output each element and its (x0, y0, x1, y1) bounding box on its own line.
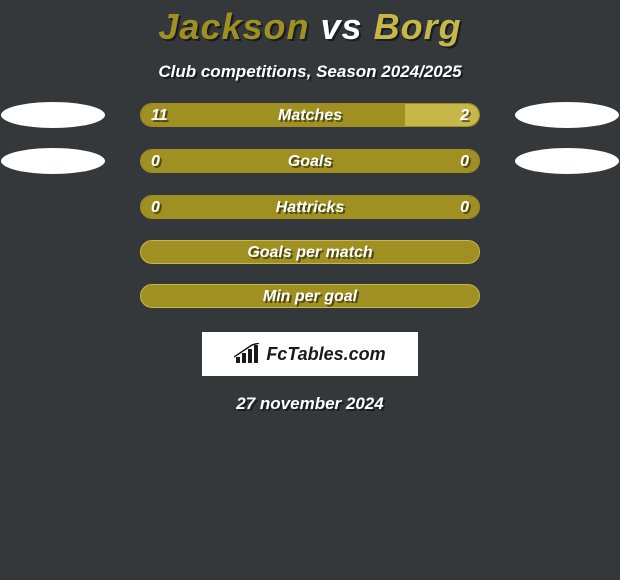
stat-row: 00Hattricks (0, 194, 620, 220)
left-ellipse (1, 148, 105, 174)
date-text: 27 november 2024 (0, 394, 620, 414)
stat-label: Hattricks (141, 196, 479, 219)
single-bar: Min per goal (140, 284, 480, 308)
logo-text: FcTables.com (266, 344, 385, 365)
right-ellipse (515, 194, 619, 220)
bars-container: 112Matches 00Goals 00Hattricks (0, 102, 620, 220)
stat-bar: 00Hattricks (140, 195, 480, 219)
single-bars-container: Goals per match Min per goal (0, 220, 620, 308)
right-ellipse (515, 102, 619, 128)
bar-zone: 112Matches (140, 103, 480, 127)
vs-text: vs (321, 6, 363, 47)
logo-box: FcTables.com (202, 332, 418, 376)
stat-label: Matches (141, 104, 479, 127)
right-ellipse (515, 148, 619, 174)
subtitle: Club competitions, Season 2024/2025 (0, 62, 620, 82)
player2-name: Borg (374, 6, 462, 47)
player1-name: Jackson (158, 6, 309, 47)
stat-bar: 112Matches (140, 103, 480, 127)
bar-zone: 00Goals (140, 149, 480, 173)
bar-zone: 00Hattricks (140, 195, 480, 219)
page-title: Jackson vs Borg (0, 0, 620, 48)
stat-bar: 00Goals (140, 149, 480, 173)
stat-row: 112Matches (0, 102, 620, 128)
stat-row: 00Goals (0, 148, 620, 174)
left-ellipse (1, 194, 105, 220)
left-ellipse (1, 102, 105, 128)
stat-label: Goals (141, 150, 479, 173)
chart-icon (234, 343, 260, 365)
single-bar: Goals per match (140, 240, 480, 264)
